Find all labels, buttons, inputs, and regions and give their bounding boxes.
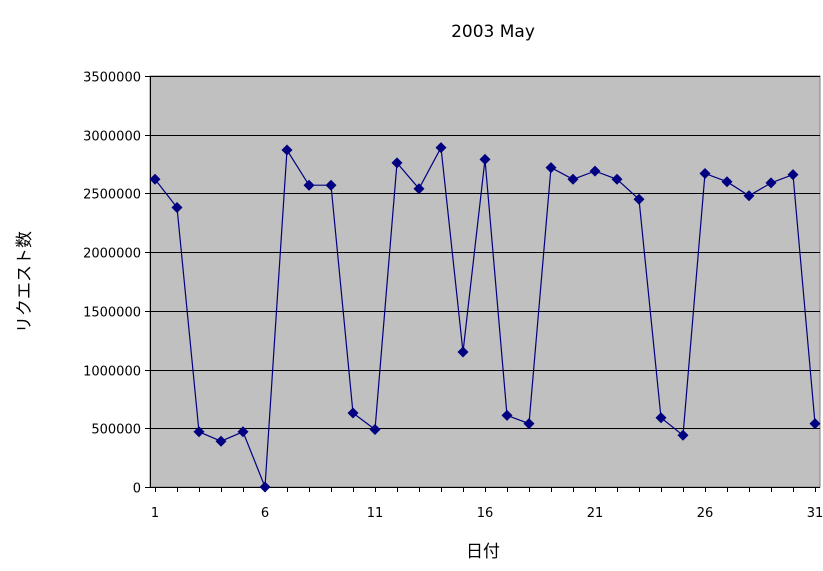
plot-area [149,75,821,488]
chart-title: 2003 May [451,22,535,42]
x-tick-label: 16 [477,506,494,521]
y-tick-label: 3500000 [83,71,141,86]
x-tick-label: 6 [261,506,269,521]
data-point [589,165,601,177]
data-point [633,193,645,205]
y-tick-label: 3000000 [83,130,141,145]
data-point [193,426,205,438]
data-point [259,481,271,493]
data-point [743,190,755,202]
y-axis-title: リクエスト数 [15,231,35,333]
data-point [699,168,711,179]
data-point [677,429,689,441]
data-point [479,153,491,165]
data-point [765,177,777,189]
y-tick-label: 2500000 [83,188,141,203]
data-point [171,202,183,213]
data-point [369,424,381,435]
data-point [413,183,425,195]
data-point [391,157,403,169]
series [149,142,821,493]
x-tick-label: 11 [367,506,384,521]
x-tick-labels: 1 6 11 16 21 26 31 [151,487,823,521]
y-tick-labels: 0 500000 1000000 1500000 2000000 2500000 30000… [83,71,150,497]
y-tick-label: 1500000 [83,306,141,321]
data-point [809,418,821,430]
y-tick-label: 500000 [91,423,141,438]
y-tick-label: 0 [133,482,141,497]
data-point [523,418,535,430]
gridlines [150,76,820,429]
data-point [325,179,337,191]
data-point [149,173,161,185]
data-point [281,144,293,156]
data-point [215,435,227,447]
x-tick-label: 21 [587,506,604,521]
x-tick-label: 1 [151,506,159,521]
data-point [303,179,315,191]
data-point [435,142,447,154]
data-point [655,412,667,424]
data-point [567,173,579,185]
y-tick-label: 2000000 [83,247,141,262]
data-point [237,426,249,438]
data-point [611,173,623,185]
data-point [787,169,799,181]
data-point [721,176,733,188]
x-axis-title: 日付 [466,542,500,562]
x-tick-label: 26 [697,506,714,521]
data-point [457,346,469,358]
data-point [545,162,557,174]
data-point [347,407,359,419]
x-tick-label: 31 [807,506,823,521]
y-tick-label: 1000000 [83,365,141,380]
data-point [501,409,513,421]
